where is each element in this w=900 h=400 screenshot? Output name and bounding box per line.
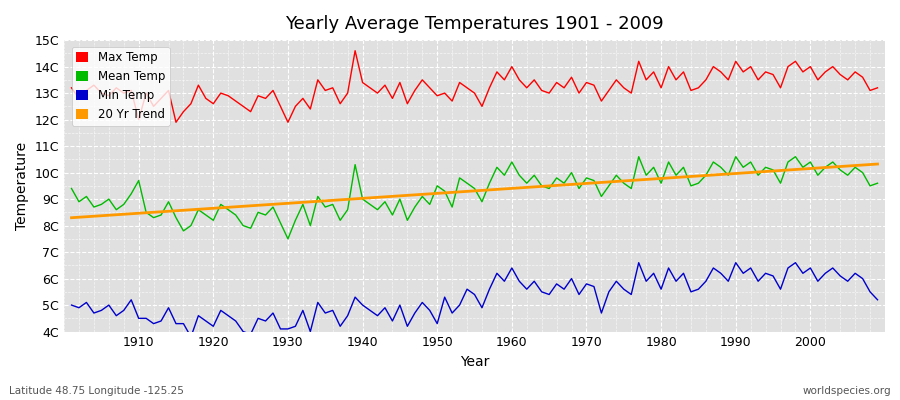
- 20 Yr Trend: [499, 186, 509, 191]
- Line: 20 Yr Trend: 20 Yr Trend: [71, 164, 878, 218]
- Text: worldspecies.org: worldspecies.org: [803, 386, 891, 396]
- 20 Yr Trend: [335, 198, 346, 202]
- Min Temp: [514, 279, 525, 284]
- Mean Temp: [604, 184, 615, 188]
- Mean Temp: [342, 207, 353, 212]
- Min Temp: [342, 313, 353, 318]
- Min Temp: [298, 308, 309, 313]
- Mean Temp: [283, 236, 293, 241]
- Mean Temp: [507, 160, 517, 164]
- Max Temp: [611, 78, 622, 82]
- Max Temp: [126, 88, 137, 93]
- Mean Temp: [514, 173, 525, 178]
- Min Temp: [66, 303, 77, 308]
- Title: Yearly Average Temperatures 1901 - 2009: Yearly Average Temperatures 1901 - 2009: [285, 15, 664, 33]
- 20 Yr Trend: [126, 211, 137, 216]
- Max Temp: [342, 91, 353, 96]
- Max Temp: [350, 48, 361, 53]
- Min Temp: [604, 290, 615, 294]
- Max Temp: [298, 96, 309, 101]
- Min Temp: [634, 260, 644, 265]
- Max Temp: [872, 86, 883, 90]
- Min Temp: [126, 297, 137, 302]
- 20 Yr Trend: [66, 215, 77, 220]
- Max Temp: [66, 86, 77, 90]
- Line: Max Temp: Max Temp: [71, 51, 878, 122]
- Y-axis label: Temperature: Temperature: [15, 142, 29, 230]
- Mean Temp: [634, 154, 644, 159]
- Min Temp: [872, 297, 883, 302]
- 20 Yr Trend: [596, 180, 607, 185]
- Line: Min Temp: Min Temp: [71, 263, 878, 337]
- Legend: Max Temp, Mean Temp, Min Temp, 20 Yr Trend: Max Temp, Mean Temp, Min Temp, 20 Yr Tre…: [72, 46, 170, 126]
- Max Temp: [514, 78, 525, 82]
- 20 Yr Trend: [507, 186, 517, 191]
- Mean Temp: [126, 191, 137, 196]
- Mean Temp: [872, 181, 883, 186]
- Mean Temp: [66, 186, 77, 191]
- Min Temp: [185, 334, 196, 339]
- 20 Yr Trend: [872, 162, 883, 166]
- Max Temp: [521, 86, 532, 90]
- Mean Temp: [298, 202, 309, 207]
- X-axis label: Year: Year: [460, 355, 490, 369]
- Max Temp: [171, 120, 182, 125]
- 20 Yr Trend: [290, 200, 301, 205]
- Min Temp: [507, 266, 517, 270]
- Line: Mean Temp: Mean Temp: [71, 157, 878, 239]
- Text: Latitude 48.75 Longitude -125.25: Latitude 48.75 Longitude -125.25: [9, 386, 184, 396]
